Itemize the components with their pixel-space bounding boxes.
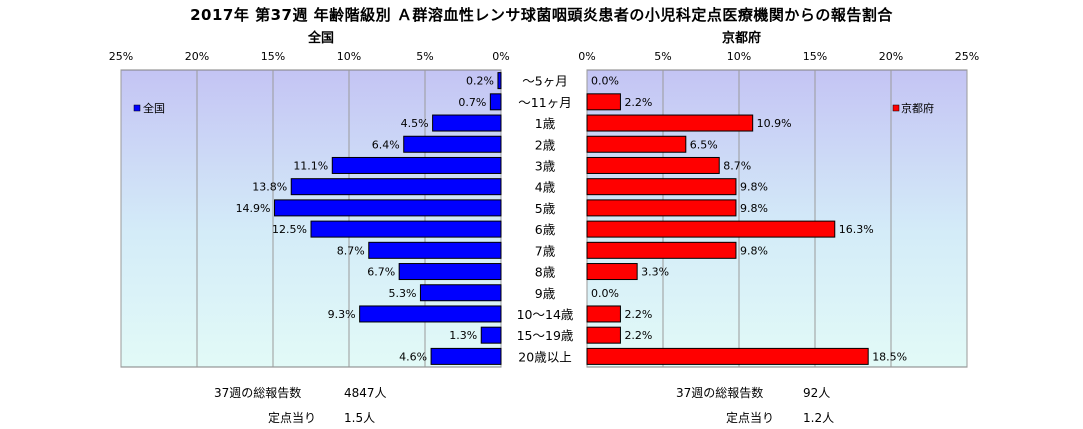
left-bar xyxy=(310,220,502,238)
right-bar xyxy=(586,93,621,111)
left-total-label: 37週の総報告数 xyxy=(214,386,302,400)
left-bar xyxy=(497,72,502,90)
category-label: 15～19歳 xyxy=(517,328,574,343)
right-per-label: 定点当り xyxy=(726,411,775,425)
right-tick-label: 25% xyxy=(955,50,979,63)
left-bar xyxy=(489,93,502,111)
left-data-label: 9.3% xyxy=(328,308,356,321)
left-data-label: 1.3% xyxy=(449,329,477,342)
right-data-label: 0.0% xyxy=(591,75,619,88)
left-tick-label: 15% xyxy=(261,50,285,63)
category-label: 2歳 xyxy=(535,137,556,152)
right-data-label: 2.2% xyxy=(624,329,652,342)
right-total-value: 92人 xyxy=(803,386,831,400)
right-bar xyxy=(586,241,737,259)
left-data-label: 6.7% xyxy=(367,266,395,279)
category-label: ～11ヶ月 xyxy=(518,95,571,110)
right-data-label: 9.8% xyxy=(740,244,768,257)
chart-title: 2017年 第37週 年齢階級別 Ａ群溶血性レンサ球菌咽頭炎患者の小児科定点医療… xyxy=(190,6,893,24)
left-per-label: 定点当り xyxy=(268,411,317,425)
right-tick-label: 20% xyxy=(879,50,903,63)
right-data-label: 18.5% xyxy=(872,350,907,363)
right-per-value: 1.2人 xyxy=(803,411,835,425)
right-total-label: 37週の総報告数 xyxy=(676,386,764,400)
category-label: 20歳以上 xyxy=(518,349,571,364)
left-tick-label: 0% xyxy=(492,50,509,63)
right-panel-title: 京都府 xyxy=(722,31,762,46)
left-data-label: 5.3% xyxy=(388,287,416,300)
left-tick-label: 20% xyxy=(185,50,209,63)
right-legend-swatch xyxy=(892,104,900,112)
left-bar xyxy=(419,284,502,302)
left-data-label: 4.5% xyxy=(401,117,429,130)
left-bar xyxy=(398,263,502,281)
left-data-label: 12.5% xyxy=(272,223,307,236)
left-data-label: 13.8% xyxy=(252,181,287,194)
left-data-label: 8.7% xyxy=(337,244,365,257)
category-label: 9歳 xyxy=(535,286,556,301)
category-label: ～5ヶ月 xyxy=(522,74,567,89)
right-data-label: 9.8% xyxy=(740,181,768,194)
right-data-label: 16.3% xyxy=(839,223,874,236)
category-label: 3歳 xyxy=(535,158,556,173)
category-label: 10～14歳 xyxy=(517,307,574,322)
left-bar xyxy=(331,156,502,174)
right-bar xyxy=(586,220,836,238)
left-data-label: 6.4% xyxy=(372,138,400,151)
right-bar xyxy=(586,199,737,217)
right-data-label: 0.0% xyxy=(591,287,619,300)
left-data-label: 14.9% xyxy=(236,202,271,215)
right-bar xyxy=(586,114,754,132)
left-bar xyxy=(430,347,502,365)
category-label: 1歳 xyxy=(535,116,556,131)
right-data-label: 9.8% xyxy=(740,202,768,215)
left-tick-label: 5% xyxy=(416,50,433,63)
left-data-label: 0.7% xyxy=(458,96,486,109)
left-bar xyxy=(480,326,502,344)
left-bar xyxy=(274,199,502,217)
right-bar xyxy=(586,305,621,323)
category-label: 8歳 xyxy=(535,265,556,280)
left-tick-label: 10% xyxy=(337,50,361,63)
left-bar xyxy=(368,241,502,259)
left-bar xyxy=(403,135,502,153)
right-data-label: 10.9% xyxy=(757,117,792,130)
left-data-label: 4.6% xyxy=(399,350,427,363)
category-label: 7歳 xyxy=(535,243,556,258)
left-bar xyxy=(359,305,502,323)
right-data-label: 3.3% xyxy=(641,266,669,279)
left-panel-title: 全国 xyxy=(308,31,335,46)
right-legend-label: 京都府 xyxy=(901,101,934,115)
left-data-label: 0.2% xyxy=(466,75,494,88)
right-tick-label: 15% xyxy=(803,50,827,63)
right-bar xyxy=(586,135,687,153)
left-legend-label: 全国 xyxy=(143,101,165,115)
left-bar xyxy=(290,178,502,196)
right-tick-label: 10% xyxy=(727,50,751,63)
right-tick-label: 0% xyxy=(578,50,595,63)
left-total-value: 4847人 xyxy=(344,386,387,400)
right-bar xyxy=(586,178,737,196)
category-label: 6歳 xyxy=(535,222,556,237)
right-bar xyxy=(586,156,720,174)
right-bar xyxy=(586,347,869,365)
right-bar xyxy=(586,263,638,281)
right-tick-label: 5% xyxy=(654,50,671,63)
left-tick-label: 25% xyxy=(109,50,133,63)
right-data-label: 6.5% xyxy=(690,138,718,151)
left-legend-swatch xyxy=(133,104,141,112)
category-label: 4歳 xyxy=(535,180,556,195)
right-data-label: 2.2% xyxy=(624,308,652,321)
right-data-label: 2.2% xyxy=(624,96,652,109)
right-bar xyxy=(586,326,621,344)
left-bar xyxy=(432,114,502,132)
left-per-value: 1.5人 xyxy=(344,411,376,425)
category-label: 5歳 xyxy=(535,201,556,216)
left-data-label: 11.1% xyxy=(293,159,328,172)
right-data-label: 8.7% xyxy=(723,159,751,172)
